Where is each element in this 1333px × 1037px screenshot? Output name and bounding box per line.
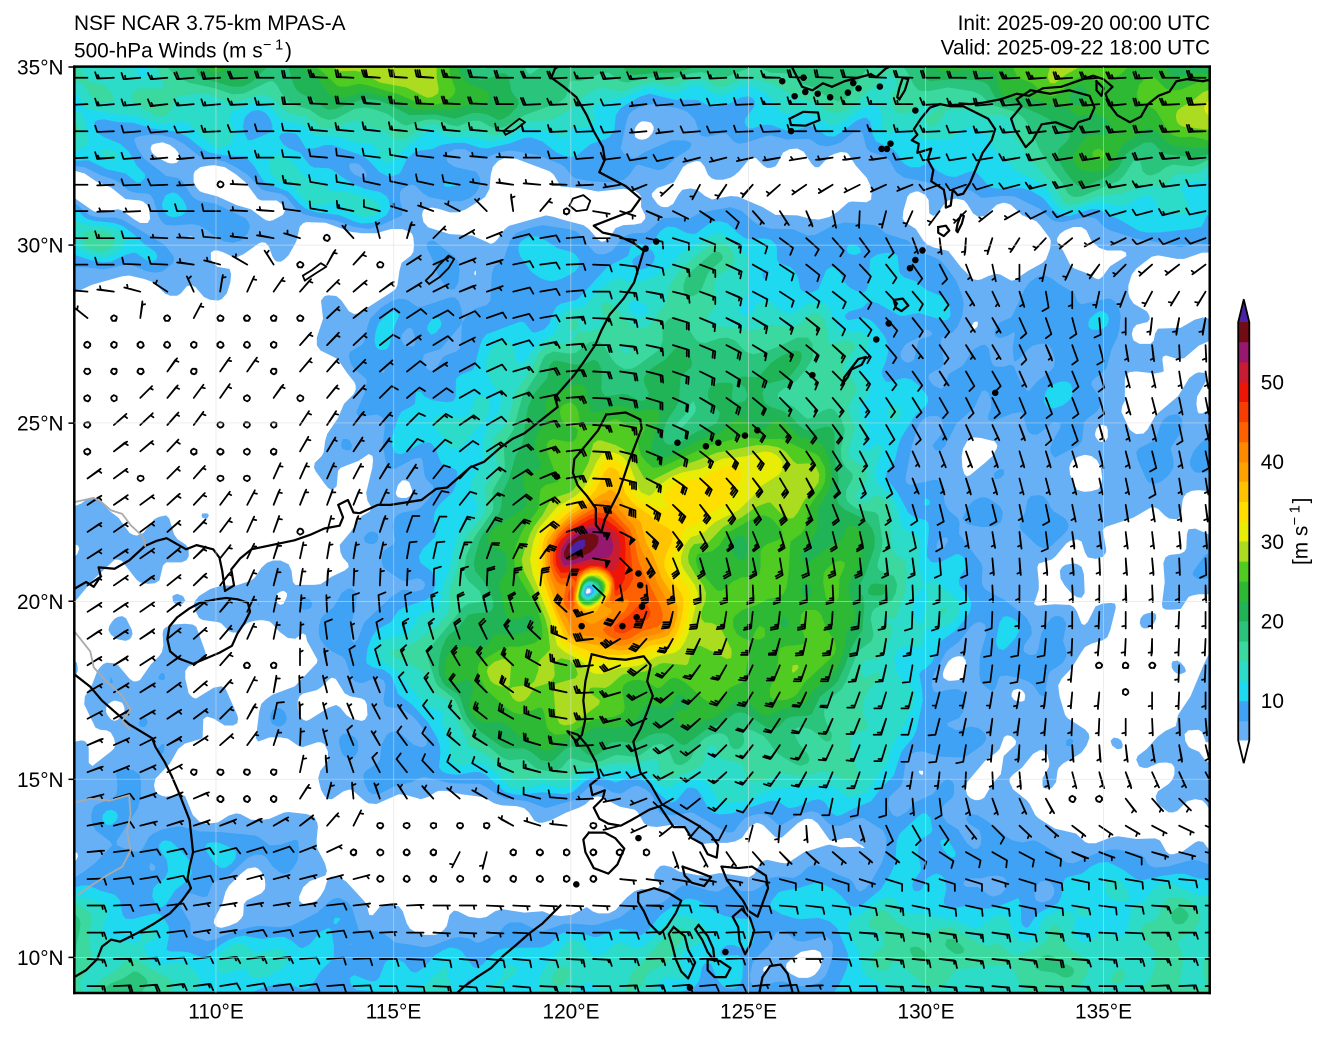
svg-text:110°E: 110°E: [188, 1001, 243, 1024]
svg-text:15°N: 15°N: [17, 769, 64, 792]
svg-text:120°E: 120°E: [543, 1001, 600, 1024]
svg-text:35°N: 35°N: [17, 57, 64, 80]
svg-text:[ m s ] − 1: [ m s ] − 1: [1279, 491, 1312, 565]
svg-text:10: 10: [1261, 690, 1284, 713]
svg-text:20°N: 20°N: [17, 591, 64, 614]
svg-text:125°E: 125°E: [720, 1001, 777, 1024]
svg-text:20: 20: [1261, 610, 1284, 633]
svg-text:50: 50: [1261, 371, 1284, 394]
svg-text:25°N: 25°N: [17, 413, 64, 436]
svg-text:NSF NCAR 3.75-km MPAS-A: NSF NCAR 3.75-km MPAS-A: [74, 12, 346, 35]
svg-text:135°E: 135°E: [1075, 1001, 1132, 1024]
svg-text:30: 30: [1261, 531, 1284, 554]
svg-text:10°N: 10°N: [17, 947, 64, 970]
svg-text:115°E: 115°E: [366, 1001, 421, 1024]
svg-text:130°E: 130°E: [898, 1001, 955, 1024]
svg-text:Valid: 2025-09-22 18:00 UTC: Valid: 2025-09-22 18:00 UTC: [941, 37, 1210, 60]
svg-text:Init: 2025-09-20 00:00 UTC: Init: 2025-09-20 00:00 UTC: [958, 12, 1210, 35]
svg-text:5 0 0 - h P a W i n d s (: 5 0 0 - h P a W i n d s ( m s ) − 1: [74, 29, 298, 62]
svg-text:30°N: 30°N: [17, 235, 64, 258]
svg-text:40: 40: [1261, 451, 1284, 474]
